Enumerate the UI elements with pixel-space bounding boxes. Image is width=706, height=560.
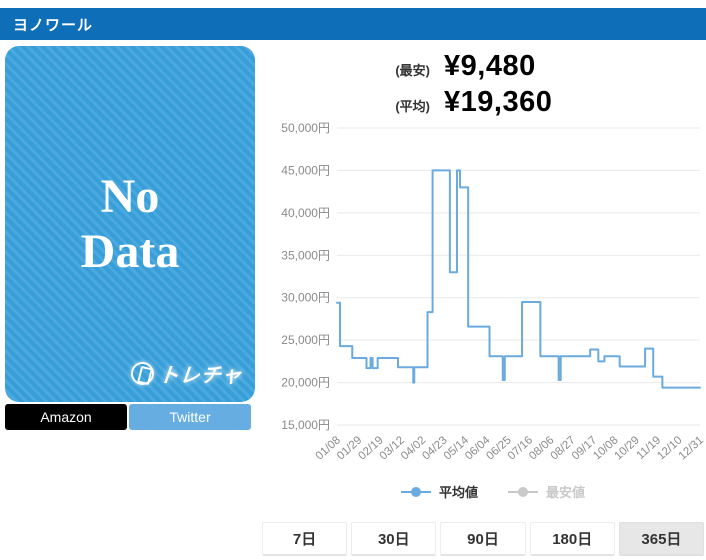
y-axis-tick-label: 20,000円 (281, 376, 330, 390)
brand-logo-icon (131, 362, 155, 385)
lowest-price-value: ¥9,480 (444, 50, 536, 82)
amazon-button-label: Amazon (40, 409, 92, 425)
amazon-button[interactable]: Amazon (5, 404, 127, 430)
period-7d-label: 7日 (292, 531, 317, 548)
y-axis-tick-label: 45,000円 (281, 163, 330, 177)
period-90d-label: 90日 (467, 531, 499, 548)
chart-legend: 平均値 最安値 (280, 482, 706, 501)
y-axis-tick-label: 15,000円 (281, 418, 330, 432)
period-button-365d[interactable]: 365日 (618, 522, 705, 556)
twitter-button-label: Twitter (169, 409, 211, 425)
product-image-placeholder: No Data トレチャ (5, 46, 255, 402)
average-price-value: ¥19,360 (444, 86, 553, 118)
lowest-price-row: (最安) ¥9,480 (280, 50, 706, 83)
lowest-series-marker-icon (508, 486, 538, 497)
average-series-marker-icon (400, 486, 431, 497)
y-axis-tick-label: 35,000円 (281, 248, 330, 262)
period-30d-label: 30日 (377, 531, 410, 548)
period-365d-label: 365日 (641, 531, 682, 548)
legend-average-label: 平均値 (438, 485, 478, 500)
brand-badge: トレチャ (131, 359, 244, 388)
period-button-7d[interactable]: 7日 (262, 522, 348, 556)
page-header: ヨノワール (0, 8, 706, 40)
y-axis-tick-label: 30,000円 (281, 291, 330, 305)
period-button-90d[interactable]: 90日 (440, 522, 526, 556)
average-price-row: (平均) ¥19,360 (280, 86, 706, 119)
lowest-price-label: (最安) (395, 63, 430, 78)
no-data-line2: Data (80, 225, 180, 278)
legend-item-average[interactable]: 平均値 (400, 482, 478, 501)
period-button-180d[interactable]: 180日 (529, 522, 615, 556)
no-data-line1: No (100, 169, 160, 223)
price-history-chart: 50,000円 45,000円 40,000円 35,000円 30,000円 25,00… (281, 121, 706, 462)
y-axis-tick-label: 25,000円 (281, 333, 330, 347)
twitter-button[interactable]: Twitter (129, 404, 251, 430)
price-stats: (最安) ¥9,480 (平均) ¥19,360 (280, 50, 706, 122)
average-price-line (336, 169, 701, 389)
legend-item-lowest[interactable]: 最安値 (508, 482, 585, 501)
y-axis-tick-label: 50,000円 (281, 121, 330, 135)
period-selector: 7日 30日 90日 180日 365日 (262, 522, 705, 556)
period-button-30d[interactable]: 30日 (351, 522, 437, 556)
page-title: ヨノワール (13, 16, 94, 34)
legend-lowest-label: 最安値 (546, 485, 586, 500)
y-axis-tick-label: 40,000円 (281, 206, 330, 220)
period-180d-label: 180日 (552, 531, 593, 548)
no-data-text: No Data (81, 169, 180, 279)
x-axis-tick-label: 12/31 (677, 434, 706, 462)
x-axis-tick-label: 10/29 (613, 434, 642, 462)
average-price-label: (平均) (395, 99, 430, 114)
brand-name: トレチャ (157, 365, 244, 387)
